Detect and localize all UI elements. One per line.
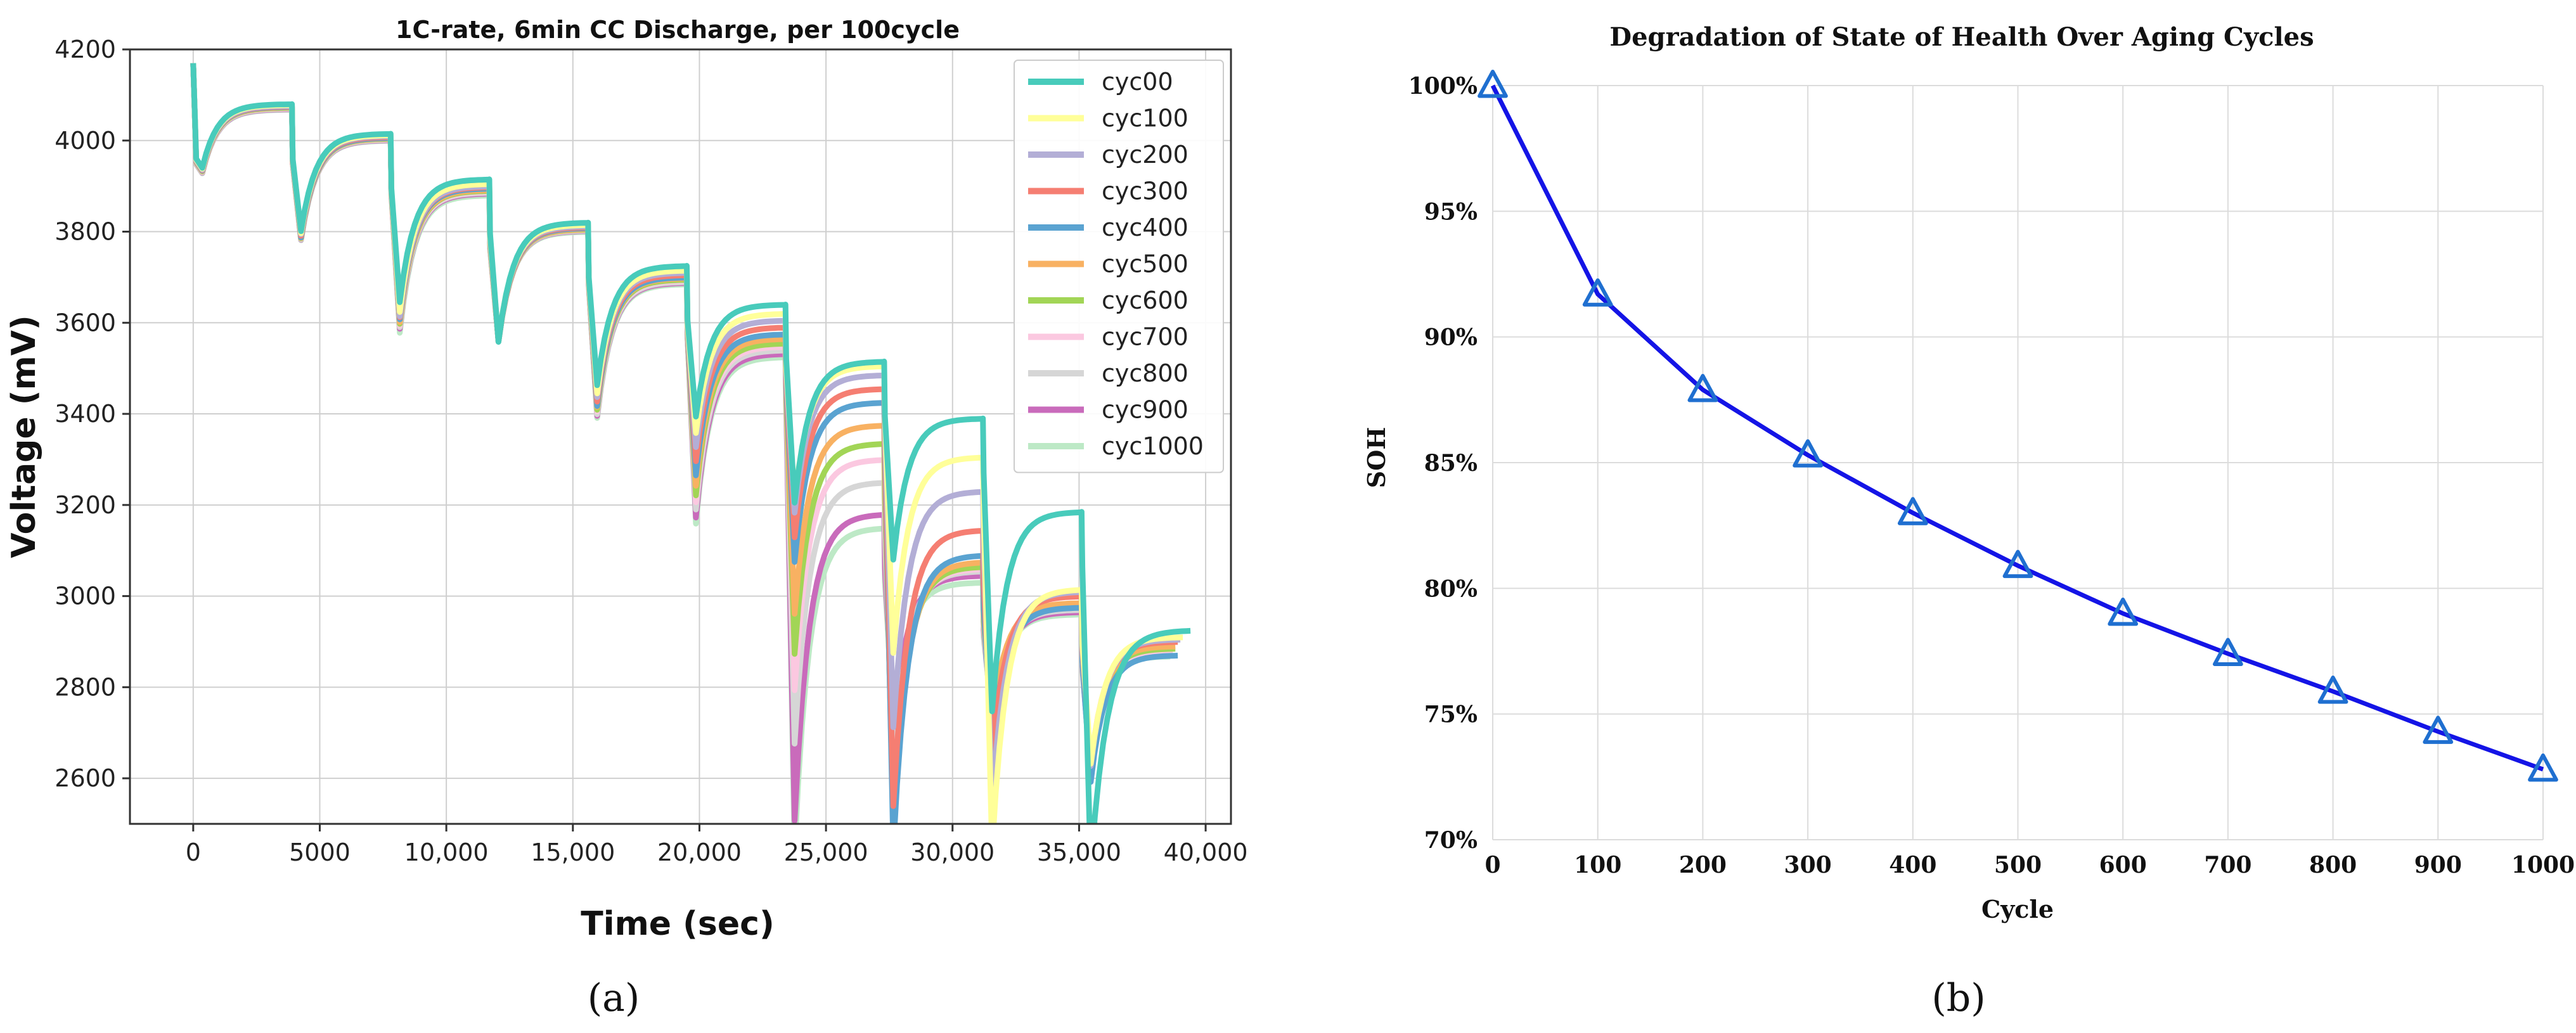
y-tick-label: 4200 [55,35,116,63]
y-tick-label: 95% [1424,198,1478,225]
y-tick-label: 75% [1424,702,1478,728]
x-tick-label: 1000 [2511,852,2575,878]
series-line-cyc00 [190,63,1191,824]
legend-label-cyc00: cyc00 [1102,68,1173,96]
voltage-chart-series [190,63,1191,824]
soh-chart-ticks: 0 100 200 300 400 500 600 700 800 900 1000 70% 75% 80… [1408,73,2575,878]
x-tick-label: 200 [1679,852,1727,878]
legend-box [1014,60,1224,473]
x-tick-label: 25,000 [784,838,868,866]
y-tick-label: 3600 [55,309,116,337]
x-tick-label: 30,000 [910,838,995,866]
soh-marker [2002,549,2033,579]
soh-marker [1687,374,1718,402]
panel-label-a: (a) [588,976,640,1020]
x-tick-label: 10,000 [404,838,489,866]
soh-marker [1478,70,1508,98]
voltage-chart: 1C-rate, 6min CC Discharge, per 100cycle… [5,16,1248,1020]
legend-label-cyc1000: cyc1000 [1102,432,1204,460]
soh-marker [1897,497,1928,525]
voltage-chart-title: 1C-rate, 6min CC Discharge, per 100cycle [396,16,960,44]
x-tick-label: 0 [186,838,201,866]
x-tick-label: 100 [1574,852,1621,878]
voltage-chart-xlabel: Time (sec) [581,905,774,943]
y-tick-label: 2600 [55,764,116,792]
y-tick-label: 3200 [55,491,116,519]
y-tick-label: 90% [1424,324,1478,351]
voltage-chart-ylabel: Voltage (mV) [5,315,43,558]
soh-chart-ylabel: SOH [1362,427,1391,488]
soh-marker [2423,715,2454,744]
legend-label-cyc700: cyc700 [1102,323,1188,351]
y-tick-label: 4000 [55,127,116,155]
soh-line [1490,84,2544,772]
x-tick-label: 400 [1889,852,1936,878]
x-tick-label: 15,000 [531,838,615,866]
legend-label-cyc800: cyc800 [1102,359,1188,387]
y-tick-label: 70% [1424,827,1478,854]
x-tick-label: 700 [2204,852,2251,878]
x-tick-label: 300 [1784,852,1832,878]
x-tick-label: 600 [2099,852,2147,878]
x-tick-label: 900 [2414,852,2462,878]
y-tick-label: 3000 [55,582,116,610]
legend-label-cyc400: cyc400 [1102,214,1188,241]
x-tick-label: 500 [1994,852,2042,878]
soh-chart-grid [1492,85,2544,840]
y-tick-label: 85% [1424,450,1478,477]
soh-marker [2317,676,2348,704]
x-tick-label: 40,000 [1164,838,1248,866]
y-tick-label: 80% [1424,575,1478,602]
legend-label-cyc100: cyc100 [1102,105,1188,132]
legend-label-cyc500: cyc500 [1102,250,1188,278]
voltage-chart-legend: cyc00 cyc100 cyc200 cyc300 cyc400 cyc500 cyc60… [1014,60,1224,473]
soh-chart-xlabel: Cycle [1981,895,2054,923]
x-tick-label: 20,000 [657,838,742,866]
soh-marker [2108,598,2139,626]
legend-label-cyc900: cyc900 [1102,396,1188,424]
panel-label-b: (b) [1931,976,1985,1020]
y-tick-label: 3400 [55,400,116,428]
x-tick-label: 800 [2309,852,2357,878]
soh-marker [2528,753,2558,782]
soh-marker [2213,638,2243,666]
legend-label-cyc300: cyc300 [1102,177,1188,205]
legend-label-cyc600: cyc600 [1102,286,1188,314]
x-tick-label: 0 [1484,852,1500,878]
soh-marker [1582,278,1613,307]
legend-label-cyc200: cyc200 [1102,141,1188,169]
voltage-chart-plot-frame [129,48,1232,825]
voltage-chart-ticks: 0 5000 10,000 15,000 20,000 25,000 30,000 35,00… [55,35,1247,866]
x-tick-label: 5000 [289,838,351,866]
soh-marker [1793,439,1823,468]
x-tick-label: 35,000 [1037,838,1121,866]
soh-chart-title: Degradation of State of Health Over Agin… [1609,22,2314,52]
y-tick-label: 2800 [55,673,116,701]
y-tick-label: 3800 [55,218,116,246]
soh-chart: Degradation of State of Health Over Agin… [1362,22,2575,1020]
soh-chart-series [1478,70,2558,782]
y-tick-label: 100% [1408,73,1478,99]
